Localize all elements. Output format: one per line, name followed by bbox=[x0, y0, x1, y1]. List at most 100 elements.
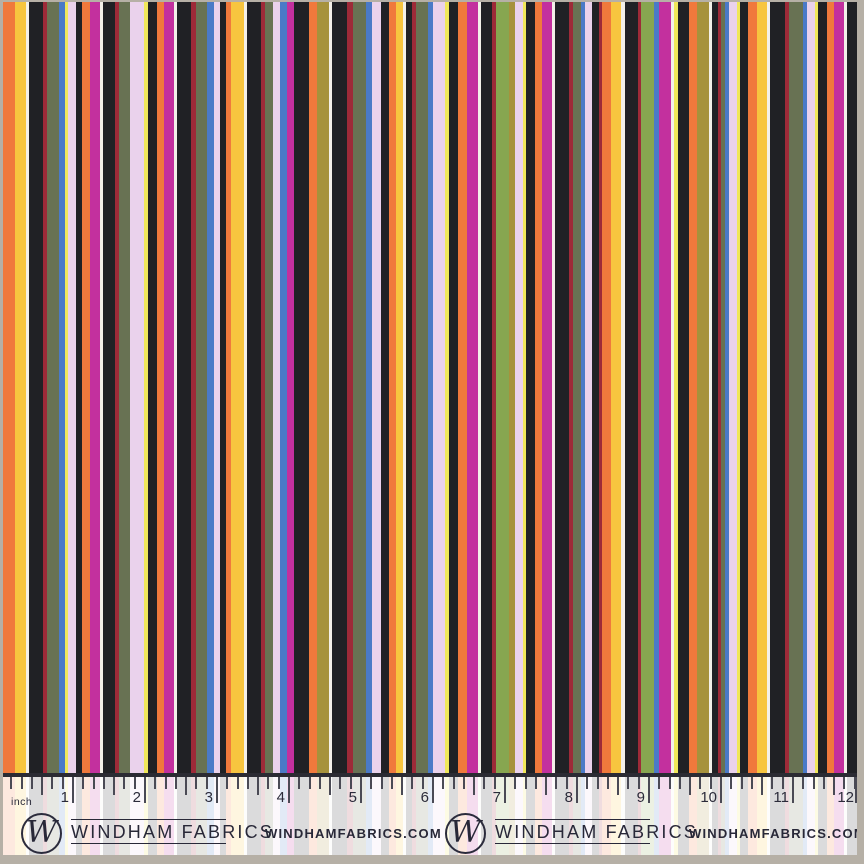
minor-tick bbox=[329, 777, 331, 795]
ruler-number-9: 9 bbox=[636, 789, 645, 806]
ruler-unit-label: inch bbox=[11, 796, 33, 808]
minor-tick bbox=[823, 777, 825, 789]
stripe-lavender bbox=[433, 2, 445, 773]
minor-tick bbox=[843, 777, 845, 789]
minor-tick bbox=[134, 777, 136, 789]
stripe-white bbox=[174, 2, 177, 773]
minor-tick bbox=[411, 777, 413, 789]
stripe-black bbox=[555, 2, 569, 773]
stripe-magenta bbox=[164, 2, 174, 773]
ruler-number-11: 11 bbox=[773, 789, 789, 806]
stripe-orange bbox=[82, 2, 90, 773]
stripe-white bbox=[244, 2, 247, 773]
stripe-paleyellow bbox=[674, 2, 678, 773]
minor-tick bbox=[833, 777, 835, 795]
ruler-ticks bbox=[3, 777, 857, 855]
minor-tick bbox=[658, 777, 660, 789]
minor-tick bbox=[154, 777, 156, 789]
stripe-white bbox=[621, 2, 625, 773]
minor-tick bbox=[689, 777, 691, 795]
stripe-lavender bbox=[372, 2, 381, 773]
ruler-number-5: 5 bbox=[348, 789, 357, 806]
stripe-white bbox=[403, 2, 406, 773]
stripe-darkred bbox=[347, 2, 353, 773]
minor-tick bbox=[93, 777, 95, 789]
stripe-olive bbox=[721, 2, 725, 773]
stripe-darkred bbox=[492, 2, 496, 773]
ruler-number-6: 6 bbox=[420, 789, 429, 806]
stripe-amber bbox=[611, 2, 621, 773]
stripe-orange bbox=[389, 2, 396, 773]
stripe-blue bbox=[280, 2, 287, 773]
stripe-lavender bbox=[214, 2, 220, 773]
minor-tick bbox=[247, 777, 249, 789]
stripe-amber bbox=[757, 2, 767, 773]
stripe-white bbox=[478, 2, 481, 773]
windham-monogram-icon: W bbox=[21, 813, 62, 854]
stripe-green bbox=[496, 2, 509, 773]
minor-tick bbox=[473, 777, 475, 795]
minor-tick bbox=[627, 777, 629, 789]
inch-tick bbox=[576, 777, 578, 803]
stripe-gold bbox=[317, 2, 329, 773]
stripe-black bbox=[526, 2, 535, 773]
stripe-black bbox=[847, 2, 857, 773]
monogram-letter: W bbox=[450, 814, 481, 850]
stripe-blue bbox=[581, 2, 585, 773]
minor-tick bbox=[185, 777, 187, 795]
stripe-darkred bbox=[718, 2, 721, 773]
stripe-magenta bbox=[467, 2, 478, 773]
stripe-orange bbox=[535, 2, 542, 773]
stripe-white bbox=[844, 2, 847, 773]
stripe-paleyellow bbox=[737, 2, 740, 773]
inch-tick bbox=[432, 777, 434, 803]
stripe-orange bbox=[226, 2, 231, 773]
stripe-blue bbox=[803, 2, 807, 773]
minor-tick bbox=[751, 777, 753, 789]
ruler-number-7: 7 bbox=[492, 789, 501, 806]
stripe-gold bbox=[697, 2, 709, 773]
minor-tick bbox=[597, 777, 599, 789]
stripe-white bbox=[552, 2, 555, 773]
stripe-blue bbox=[207, 2, 214, 773]
minor-tick bbox=[545, 777, 547, 795]
stripe-amber bbox=[231, 2, 244, 773]
stripe-gold bbox=[509, 2, 515, 773]
stripe-black bbox=[76, 2, 82, 773]
minor-tick bbox=[566, 777, 568, 789]
stripe-paleyellow bbox=[523, 2, 526, 773]
minor-tick bbox=[206, 777, 208, 789]
minor-tick bbox=[442, 777, 444, 789]
stripe-lavender bbox=[273, 2, 280, 773]
stripe-amber bbox=[15, 2, 26, 773]
minor-tick bbox=[113, 777, 115, 795]
stripe-lavender bbox=[68, 2, 76, 773]
stripe-orange bbox=[157, 2, 164, 773]
stripe-black bbox=[29, 2, 43, 773]
minor-tick bbox=[165, 777, 167, 789]
stripe-blue bbox=[366, 2, 372, 773]
stripe-white bbox=[709, 2, 712, 773]
stripe-white bbox=[26, 2, 29, 773]
stripe-paleyellow bbox=[815, 2, 818, 773]
minor-tick bbox=[350, 777, 352, 789]
minor-tick bbox=[669, 777, 671, 789]
inch-tick bbox=[144, 777, 146, 803]
stripe-lavender bbox=[585, 2, 592, 773]
minor-tick bbox=[21, 777, 23, 789]
monogram-letter: W bbox=[26, 814, 57, 850]
stripe-lavender bbox=[130, 2, 144, 773]
minor-tick bbox=[370, 777, 372, 789]
minor-tick bbox=[319, 777, 321, 789]
minor-tick bbox=[710, 777, 712, 789]
ruler-number-4: 4 bbox=[276, 789, 285, 806]
ruler-baseline bbox=[3, 773, 857, 777]
stripe-blue bbox=[59, 2, 65, 773]
stripe-black bbox=[406, 2, 412, 773]
minor-tick bbox=[483, 777, 485, 789]
minor-tick bbox=[802, 777, 804, 789]
minor-tick bbox=[761, 777, 763, 795]
minor-tick bbox=[123, 777, 125, 789]
minor-tick bbox=[494, 777, 496, 789]
